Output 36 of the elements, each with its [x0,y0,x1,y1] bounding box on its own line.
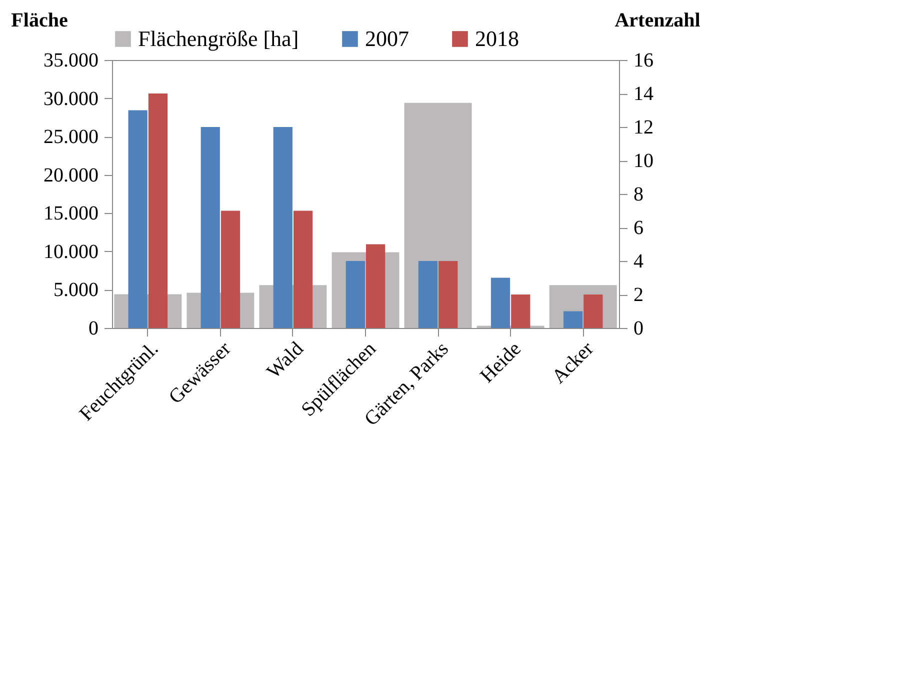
bar [293,210,313,328]
y-tick-label: 10.000 [44,240,98,263]
y2-tick-label: 2 [634,284,644,306]
y2-axis-title: Artenzahl [614,10,701,32]
y2-tick-label: 12 [634,116,654,138]
y-tick-label: 30.000 [44,88,98,110]
y-tick-label: 5.000 [54,279,98,302]
y-axis-title: Fläche [11,10,68,32]
bar [490,278,510,328]
y2-tick-label: 4 [634,250,644,272]
y-tick-label: 25.000 [44,126,98,148]
y2-tick-label: 0 [634,318,644,340]
y2-tick-label: 16 [634,50,654,72]
legend-label: 2018 [475,26,519,51]
y2-tick-label: 10 [634,150,654,172]
bar [563,311,583,328]
y-tick-label: 35.000 [44,50,98,72]
bar [148,94,168,328]
y-tick-label: 20.000 [44,164,98,186]
bar [418,261,438,328]
y2-tick-label: 8 [634,184,644,206]
y2-tick-label: 6 [634,217,644,239]
bar [346,261,365,328]
bar [438,261,458,328]
bar [220,210,240,328]
bar [584,294,603,328]
bar [366,244,386,328]
y-tick-label: 0 [88,318,98,340]
bar [273,127,292,328]
bar [200,127,220,328]
bar [511,294,530,328]
legend-label: Flächengröße [ha] [138,26,299,51]
legend-label: 2007 [365,26,409,51]
bar [128,110,148,328]
y2-tick-label: 14 [634,83,654,105]
y-tick-label: 15.000 [44,202,98,225]
